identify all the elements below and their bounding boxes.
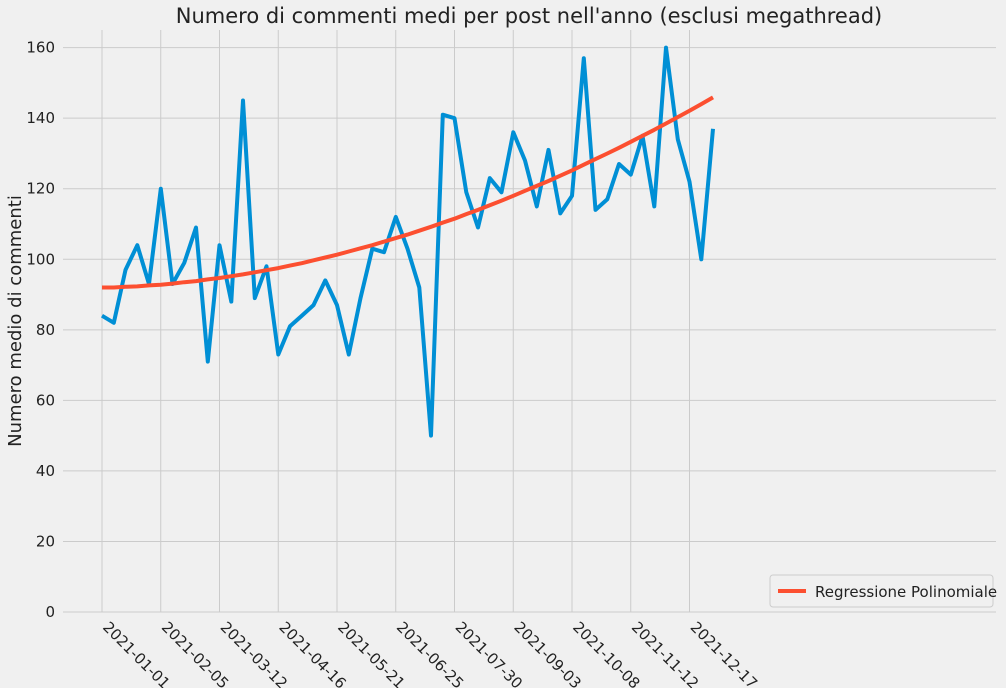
y-tick-labels: 0 20 40 60 80 100 120 140 160: [26, 39, 55, 621]
y-tick-label: 0: [45, 603, 55, 621]
series-line-comments: [100, 45, 715, 438]
grid: [63, 30, 996, 613]
plot-area: [63, 30, 996, 612]
y-tick-label: 140: [26, 109, 55, 127]
y-axis-label: Numero medio di commenti: [5, 195, 26, 447]
y-tick-label: 80: [36, 321, 55, 339]
legend-box: [769, 574, 994, 608]
legend-label-regression: Regressione Polinomiale: [815, 583, 997, 601]
series-lines: [100, 45, 715, 438]
x-tick-labels: 2021-01-012021-02-052021-03-122021-04-16…: [99, 618, 761, 688]
series-line-regression: [102, 95, 714, 290]
y-tick-label: 60: [36, 391, 55, 409]
y-tick-label: 20: [36, 532, 55, 550]
y-tick-label: 120: [26, 180, 55, 198]
legend: Regressione Polinomiale: [769, 574, 997, 608]
y-tick-label: 40: [36, 462, 55, 480]
y-tick-label: 160: [26, 39, 55, 57]
y-tick-label: 100: [26, 250, 55, 268]
chart-title: Numero di commenti medi per post nell'an…: [176, 4, 883, 28]
